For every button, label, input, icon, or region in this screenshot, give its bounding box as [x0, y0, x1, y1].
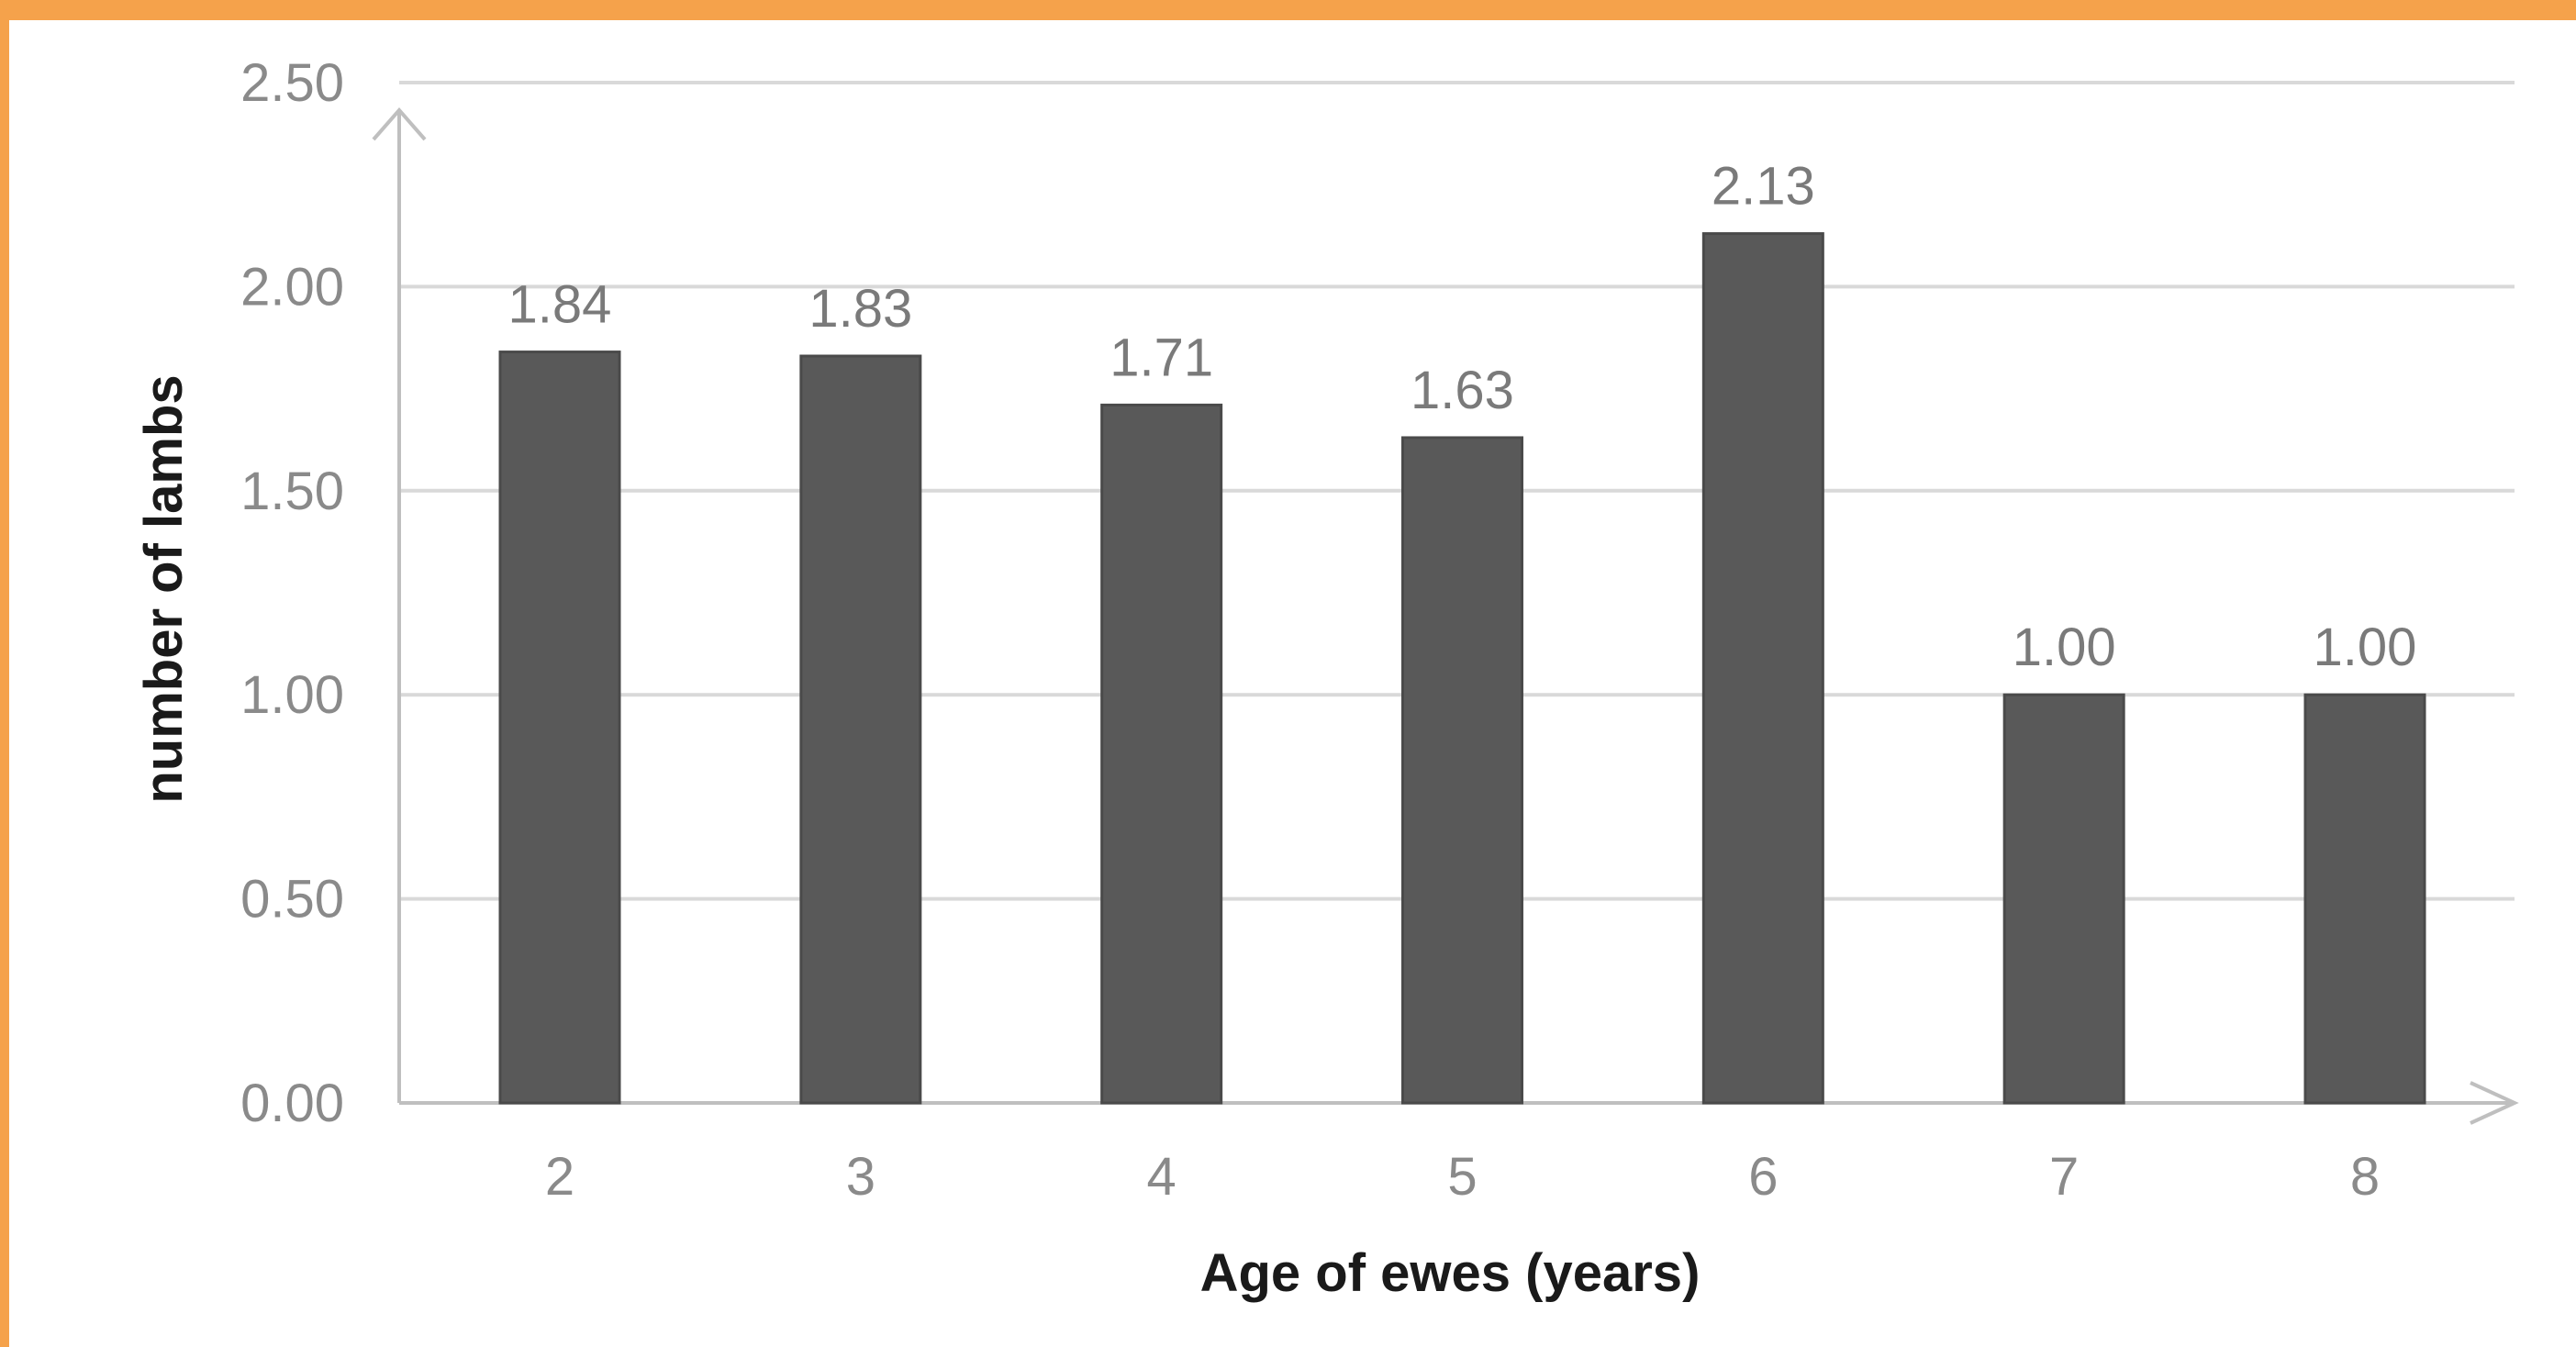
bar-chart: 1.84 1.83 1.71 1.63 2.13 1.00 1.00 0.00 0.50 1.0… — [134, 53, 2519, 1303]
bar — [1401, 436, 1523, 1105]
x-tick-label: 6 — [1748, 1147, 1778, 1207]
x-tick-label: 2 — [545, 1147, 574, 1207]
y-axis-arrow — [372, 106, 427, 141]
data-label: 1.83 — [808, 279, 912, 339]
bar — [1100, 403, 1223, 1105]
bar — [2002, 693, 2125, 1105]
y-tick-label: 1.00 — [240, 665, 344, 725]
chart-frame: 1.84 1.83 1.71 1.63 2.13 1.00 1.00 0.00 0.50 1.0… — [9, 20, 2576, 1347]
x-tick-label: 8 — [2350, 1147, 2380, 1207]
data-label: 1.00 — [2013, 618, 2116, 677]
y-tick-label: 1.50 — [240, 462, 344, 521]
data-label: 1.00 — [2314, 618, 2417, 677]
data-labels: 1.84 1.83 1.71 1.63 2.13 1.00 1.00 — [508, 157, 2417, 678]
data-label: 1.63 — [1411, 361, 1514, 420]
bar — [2303, 693, 2426, 1105]
y-tick-label: 2.50 — [240, 53, 344, 113]
bar — [1701, 232, 1824, 1105]
x-tick-label: 7 — [2049, 1147, 2079, 1207]
y-tick-labels: 0.00 0.50 1.00 1.50 2.00 2.50 — [240, 53, 344, 1133]
bars — [498, 232, 2426, 1105]
y-tick-label: 0.50 — [240, 870, 344, 930]
bar — [799, 354, 922, 1105]
x-tick-label: 3 — [846, 1147, 875, 1207]
y-tick-label: 2.00 — [240, 257, 344, 317]
data-label: 1.71 — [1110, 328, 1213, 387]
x-tick-label: 5 — [1447, 1147, 1477, 1207]
y-axis-title: number of lambs — [134, 374, 194, 803]
y-tick-label: 0.00 — [240, 1074, 344, 1133]
data-label: 2.13 — [1712, 157, 1815, 217]
x-tick-labels: 2 3 4 5 6 7 8 — [545, 1147, 2380, 1207]
data-label: 1.84 — [508, 275, 612, 335]
x-tick-label: 4 — [1147, 1147, 1176, 1207]
bar — [498, 351, 621, 1105]
x-axis-title: Age of ewes (years) — [1200, 1243, 1701, 1303]
x-axis-arrow — [2470, 1081, 2519, 1125]
